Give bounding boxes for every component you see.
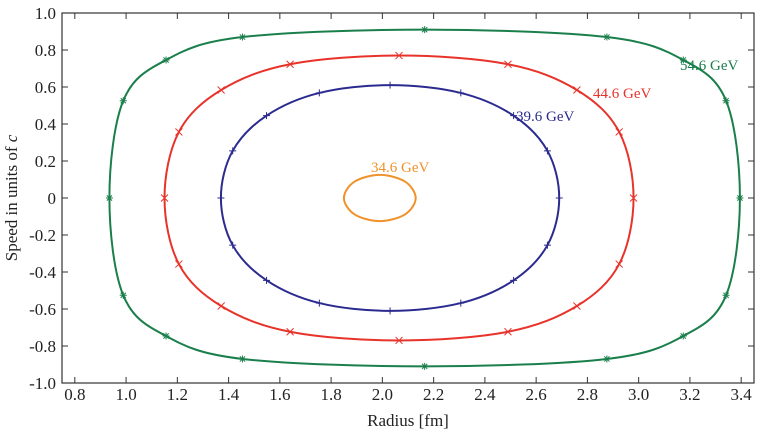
orbit-marker — [162, 332, 170, 340]
orbit-marker — [286, 327, 294, 336]
orbit-marker — [510, 112, 518, 120]
orbit-marker — [736, 194, 744, 202]
orbit-marker — [722, 97, 730, 105]
x-tick-label: 2.2 — [423, 385, 444, 404]
orbit-marker — [315, 89, 323, 97]
x-tick-label: 2.6 — [526, 385, 547, 404]
x-tick-label: 1.4 — [218, 385, 240, 404]
orbit-marker — [510, 276, 518, 284]
y-tick-label: 1.0 — [35, 4, 56, 23]
orbit-marker — [238, 355, 246, 363]
orbit-marker — [573, 86, 581, 94]
orbit-marker — [555, 194, 563, 202]
orbit-line — [108, 28, 741, 368]
orbit-marker — [395, 336, 403, 345]
orbit-marker — [679, 56, 687, 64]
orbit-marker — [457, 299, 465, 307]
y-tick-label: -0.2 — [29, 226, 56, 245]
orbit-marker — [238, 33, 246, 41]
y-tick-label: 0.2 — [35, 152, 56, 171]
orbit-marker — [421, 362, 429, 370]
orbit-marker — [421, 26, 429, 34]
orbit-marker — [105, 194, 113, 202]
orbit-marker — [286, 60, 294, 69]
orbit-marker — [543, 147, 551, 155]
orbit-marker — [119, 291, 127, 299]
series-label: 54.6 GeV — [680, 58, 738, 74]
orbit-marker — [573, 302, 581, 310]
x-axis-label: Radius [fm] — [367, 411, 449, 430]
y-tick-label: -0.8 — [29, 337, 56, 356]
y-tick-label: 0.4 — [35, 115, 57, 134]
orbit-marker — [217, 302, 226, 310]
orbit-line — [163, 54, 635, 342]
orbit-line — [219, 84, 561, 312]
x-tick-label: 3.2 — [679, 385, 700, 404]
y-axis-label-text: Speed in units of — [2, 146, 21, 261]
orbit-marker — [217, 194, 225, 202]
x-tick-label: 1.2 — [167, 385, 188, 404]
orbit-marker — [629, 194, 638, 202]
y-tick-label: 0 — [48, 189, 57, 208]
orbit-marker — [119, 97, 127, 105]
orbit-marker — [457, 89, 465, 97]
orbit-marker — [543, 241, 551, 249]
orbit-marker — [263, 276, 271, 284]
y-tick-label: -0.6 — [29, 300, 56, 319]
x-tick-label: 1.6 — [269, 385, 290, 404]
orbit-marker — [504, 60, 512, 69]
orbit-marker — [162, 56, 170, 64]
x-tick-label: 2.8 — [577, 385, 598, 404]
orbit-marker — [615, 128, 624, 136]
orbit-marker — [615, 260, 624, 268]
y-tick-label: -1.0 — [29, 374, 56, 393]
orbit-marker — [603, 355, 611, 363]
series-label: 39.6 GeV — [516, 109, 574, 125]
x-tick-label: 3.0 — [628, 385, 649, 404]
series-label: 44.6 GeV — [593, 86, 651, 102]
orbit-marker — [722, 291, 730, 299]
y-axis-label-symbol: c — [2, 134, 21, 142]
orbit-line — [342, 173, 417, 223]
orbit-marker — [386, 307, 394, 315]
y-tick-label: 0.8 — [35, 41, 56, 60]
orbit-marker — [504, 327, 512, 336]
orbit-marker — [175, 128, 183, 136]
y-axis-label: Speed in units of c — [2, 134, 21, 261]
orbit-marker — [229, 241, 237, 249]
orbit-marker — [603, 33, 611, 41]
orbit-marker — [217, 86, 226, 94]
x-tick-label: 1.8 — [320, 385, 341, 404]
x-tick-label: 2.0 — [372, 385, 393, 404]
plot-frame — [61, 12, 755, 384]
x-tick-label: 3.4 — [731, 385, 753, 404]
orbit-marker — [229, 147, 237, 155]
y-tick-label: -0.4 — [29, 263, 56, 282]
orbit-marker — [386, 81, 394, 89]
x-tick-label: 0.8 — [64, 385, 85, 404]
x-tick-label: 2.4 — [474, 385, 496, 404]
orbit-marker — [175, 260, 183, 268]
y-tick-label: 0.6 — [35, 78, 56, 97]
x-tick-label: 1.0 — [115, 385, 136, 404]
orbit-marker — [263, 112, 271, 120]
orbit-marker — [160, 194, 169, 202]
orbit-marker — [315, 299, 323, 307]
orbit-marker — [679, 332, 687, 340]
orbit-marker — [395, 51, 403, 60]
series-label: 34.6 GeV — [371, 160, 429, 176]
